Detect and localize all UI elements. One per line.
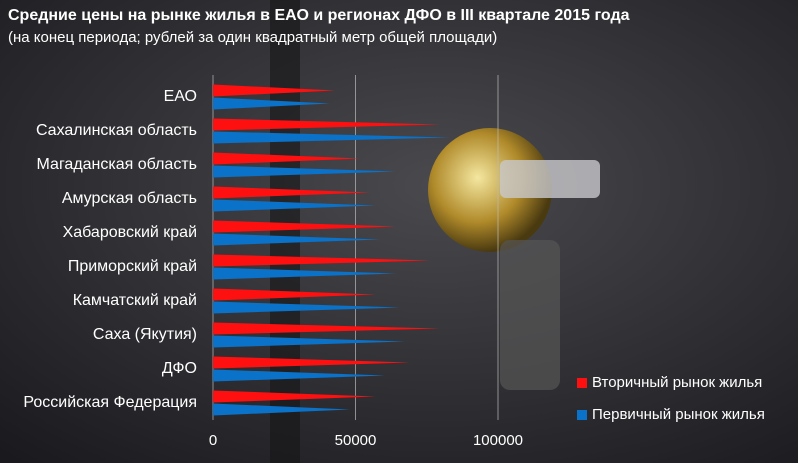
bar <box>213 288 376 301</box>
y-tick-label: Сахалинская область <box>36 122 197 139</box>
bar <box>213 254 430 267</box>
x-tick-label: 0 <box>209 432 217 449</box>
bar <box>213 84 335 97</box>
bar <box>213 97 330 110</box>
legend-swatch <box>577 378 587 388</box>
bar <box>213 118 440 131</box>
y-tick-label: Магаданская область <box>37 156 197 173</box>
bar <box>213 199 376 212</box>
key <box>500 160 600 198</box>
keys <box>500 240 560 390</box>
y-tick-label: Хабаровский край <box>63 224 197 241</box>
bar <box>213 369 386 382</box>
y-tick-label: Камчатский край <box>73 292 197 309</box>
bar <box>213 165 396 178</box>
bar <box>213 267 396 280</box>
bar <box>213 131 450 144</box>
y-tick-label: ЕАО <box>164 88 197 105</box>
bar <box>213 152 360 165</box>
bar <box>213 301 400 314</box>
bar <box>213 335 406 348</box>
bar <box>213 220 396 233</box>
y-tick-label: Амурская область <box>62 190 197 207</box>
bar <box>213 403 350 416</box>
legend-label: Вторичный рынок жилья <box>592 374 762 391</box>
chart-subtitle: (на конец периода; рублей за один квадра… <box>8 29 497 46</box>
y-tick-label: Российская Федерация <box>23 394 197 411</box>
bar <box>213 356 410 369</box>
lock <box>428 128 552 252</box>
legend-label: Первичный рынок жилья <box>592 406 765 423</box>
y-tick-label: ДФО <box>162 360 197 377</box>
x-tick-label: 100000 <box>473 432 523 449</box>
legend-swatch <box>577 410 587 420</box>
chart-title: Средние цены на рынке жилья в ЕАО и реги… <box>8 7 630 24</box>
bar <box>213 233 380 246</box>
door-edge <box>270 0 300 463</box>
y-tick-label: Саха (Якутия) <box>93 326 197 343</box>
bar <box>213 390 376 403</box>
bar <box>213 186 370 199</box>
y-tick-label: Приморский край <box>68 258 197 275</box>
x-tick-label: 50000 <box>335 432 377 449</box>
bar <box>213 322 440 335</box>
